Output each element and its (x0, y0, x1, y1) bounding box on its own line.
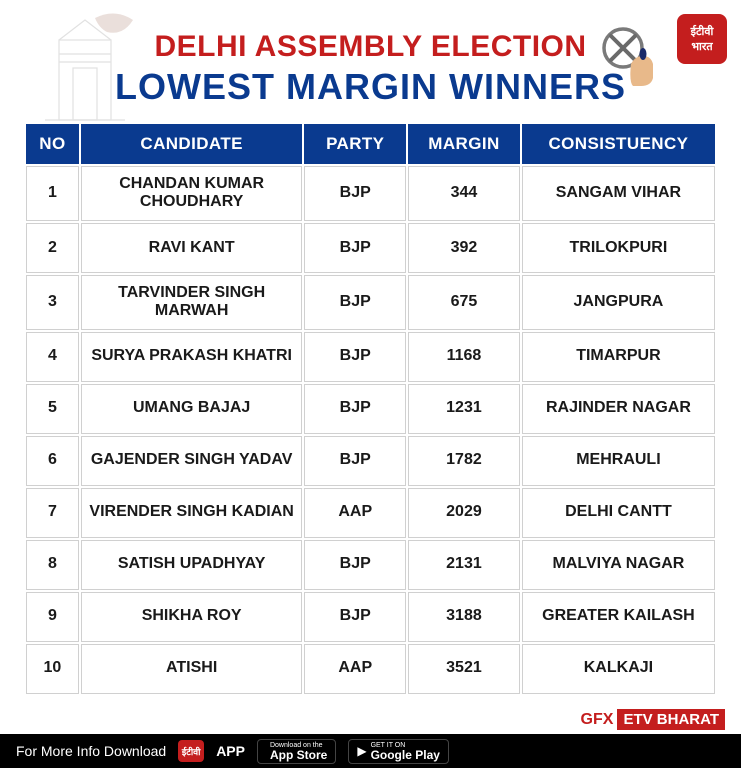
cell-margin: 675 (408, 275, 520, 330)
cell-no: 4 (26, 332, 79, 382)
cell-no: 7 (26, 488, 79, 538)
cell-margin: 392 (408, 223, 520, 273)
cell-party: BJP (304, 592, 406, 642)
cell-constituency: DELHI CANTT (522, 488, 715, 538)
cell-margin: 344 (408, 166, 520, 221)
cell-margin: 2029 (408, 488, 520, 538)
table-row: 9SHIKHA ROYBJP3188GREATER KAILASH (26, 592, 715, 642)
table-row: 6GAJENDER SINGH YADAVBJP1782MEHRAULI (26, 436, 715, 486)
cell-margin: 1231 (408, 384, 520, 434)
cell-party: BJP (304, 275, 406, 330)
gfx-label: GFX (581, 711, 614, 729)
col-header-party: PARTY (304, 124, 406, 164)
logo-text-top: ईटीवी (691, 24, 714, 39)
cell-constituency: JANGPURA (522, 275, 715, 330)
cell-no: 1 (26, 166, 79, 221)
download-text: For More Info Download (16, 743, 166, 759)
cell-constituency: SANGAM VIHAR (522, 166, 715, 221)
etv-mini-logo: ईटीवी (178, 740, 204, 762)
cell-constituency: MALVIYA NAGAR (522, 540, 715, 590)
app-store-badge[interactable]: Download on the App Store (257, 739, 336, 764)
col-header-constituency: CONSISTUENCY (522, 124, 715, 164)
cell-constituency: RAJINDER NAGAR (522, 384, 715, 434)
cell-candidate: VIRENDER SINGH KADIAN (81, 488, 303, 538)
results-table: NO CANDIDATE PARTY MARGIN CONSISTUENCY 1… (24, 122, 717, 696)
cell-candidate: RAVI KANT (81, 223, 303, 273)
table-row: 4SURYA PRAKASH KHATRIBJP1168TIMARPUR (26, 332, 715, 382)
cell-constituency: KALKAJI (522, 644, 715, 694)
cell-no: 9 (26, 592, 79, 642)
cell-no: 8 (26, 540, 79, 590)
cell-constituency: GREATER KAILASH (522, 592, 715, 642)
cell-no: 10 (26, 644, 79, 694)
app-store-big: App Store (270, 749, 327, 761)
cell-candidate: UMANG BAJAJ (81, 384, 303, 434)
table-row: 8SATISH UPADHYAYBJP2131MALVIYA NAGAR (26, 540, 715, 590)
cell-candidate: TARVINDER SINGH MARWAH (81, 275, 303, 330)
table-row: 7VIRENDER SINGH KADIANAAP2029DELHI CANTT (26, 488, 715, 538)
cell-margin: 3521 (408, 644, 520, 694)
cell-party: BJP (304, 436, 406, 486)
col-header-margin: MARGIN (408, 124, 520, 164)
logo-text-bottom: भारत (691, 39, 712, 54)
play-store-big: Google Play (371, 749, 440, 761)
cell-no: 2 (26, 223, 79, 273)
cell-constituency: TIMARPUR (522, 332, 715, 382)
cell-candidate: SHIKHA ROY (81, 592, 303, 642)
cell-candidate: CHANDAN KUMAR CHOUDHARY (81, 166, 303, 221)
voting-hand-icon (601, 26, 663, 88)
cell-party: BJP (304, 384, 406, 434)
cell-candidate: SURYA PRAKASH KHATRI (81, 332, 303, 382)
etv-bharat-logo: ईटीवी भारत (677, 14, 727, 64)
cell-no: 3 (26, 275, 79, 330)
cell-constituency: TRILOKPURI (522, 223, 715, 273)
table-row: 3TARVINDER SINGH MARWAHBJP675JANGPURA (26, 275, 715, 330)
cell-margin: 3188 (408, 592, 520, 642)
cell-party: BJP (304, 332, 406, 382)
cell-margin: 2131 (408, 540, 520, 590)
gfx-credit: GFX ETV BHARAT (581, 709, 725, 730)
cell-no: 5 (26, 384, 79, 434)
table-row: 10ATISHIAAP3521KALKAJI (26, 644, 715, 694)
cell-constituency: MEHRAULI (522, 436, 715, 486)
brand-label: ETV BHARAT (617, 709, 725, 730)
table-row: 1CHANDAN KUMAR CHOUDHARYBJP344SANGAM VIH… (26, 166, 715, 221)
cell-no: 6 (26, 436, 79, 486)
footer-band: For More Info Download ईटीवी APP Downloa… (0, 734, 741, 768)
play-icon: ▶ (357, 745, 366, 757)
google-play-badge[interactable]: ▶ GET IT ON Google Play (348, 739, 449, 764)
cell-party: AAP (304, 644, 406, 694)
cell-party: BJP (304, 166, 406, 221)
cell-party: BJP (304, 540, 406, 590)
cell-party: AAP (304, 488, 406, 538)
cell-margin: 1782 (408, 436, 520, 486)
results-table-wrap: NO CANDIDATE PARTY MARGIN CONSISTUENCY 1… (24, 122, 717, 696)
cell-party: BJP (304, 223, 406, 273)
cell-candidate: ATISHI (81, 644, 303, 694)
india-gate-watermark (15, 10, 155, 130)
cell-margin: 1168 (408, 332, 520, 382)
table-row: 2RAVI KANTBJP392TRILOKPURI (26, 223, 715, 273)
table-row: 5UMANG BAJAJBJP1231RAJINDER NAGAR (26, 384, 715, 434)
cell-candidate: SATISH UPADHYAY (81, 540, 303, 590)
cell-candidate: GAJENDER SINGH YADAV (81, 436, 303, 486)
app-label: APP (216, 743, 245, 759)
